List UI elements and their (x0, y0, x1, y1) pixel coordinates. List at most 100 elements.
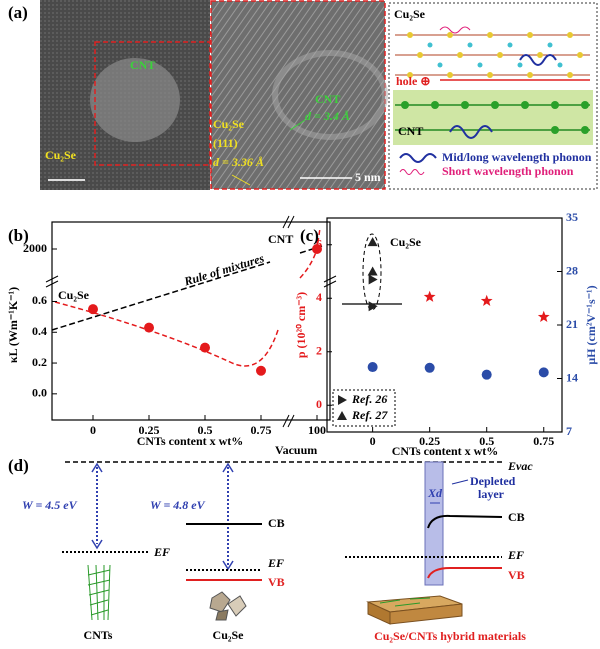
panel-a: (a) CNT Cu₂Se Cu₂Se (111) d = 3.36 Å CNT… (8, 0, 598, 190)
x-tick-label: 0.75 (533, 434, 554, 448)
cu2se-icon (209, 591, 247, 621)
y2-tick-label: 14 (566, 370, 578, 384)
cnt-icon (87, 564, 111, 621)
band-label: VB (508, 568, 525, 582)
cnt-fringe (272, 50, 388, 140)
panel-label: (a) (8, 3, 28, 22)
x-tick-label: 0.25 (139, 423, 160, 437)
triangle-marker (338, 395, 347, 405)
y-tick-label: 2000 (23, 241, 47, 255)
x-tick-label: 100 (308, 423, 326, 437)
arrow-head (91, 462, 103, 550)
lattice-atoms (427, 42, 563, 68)
y2-tick-label: 28 (566, 263, 578, 277)
point (144, 322, 154, 333)
depleted-label: Depleted (470, 474, 516, 488)
reference-ellipse (362, 233, 382, 311)
star-marker (480, 294, 493, 306)
panel-c: (c) CNTs content x wt% p (10²⁰ cm⁻³) μH … (294, 210, 598, 458)
phonon-wave (519, 54, 557, 66)
depleted-label: layer (478, 487, 505, 501)
x-axis-label: CNTs content x wt% (137, 434, 244, 448)
hole-label: hole ⊕ (396, 74, 430, 88)
image-label: CNT (130, 58, 155, 72)
annotation: Cu₂Se (390, 235, 422, 249)
schematic-title: Cu₂Se (394, 7, 426, 21)
y2-axis-label: μH (cm²V⁻¹s⁻¹) (584, 285, 598, 364)
x-tick-label: 0.5 (479, 434, 494, 448)
material-name: CNTs (84, 628, 113, 642)
xd-label: Xd (427, 486, 443, 500)
panel-b: (b) CNTs content x wt% κL (Wm⁻¹K⁻¹) Cu₂S… (6, 215, 337, 448)
band-label: VB (268, 575, 285, 589)
y-tick-label: 0 (316, 397, 322, 411)
y-axis-label: κL (Wm⁻¹K⁻¹) (6, 287, 20, 363)
point (367, 362, 378, 373)
y2-tick-label: 7 (566, 424, 572, 438)
y-tick-label: 0.0 (32, 386, 47, 400)
annotation: CNT (268, 232, 293, 246)
point (312, 244, 322, 254)
x-tick-label: 0.25 (419, 434, 440, 448)
legend-wave (399, 153, 437, 163)
triangle-marker (367, 237, 378, 247)
panel-d: (d) Vacuum Evac W = 4.5 eV EF CNTs W = 4… (8, 443, 533, 643)
phonon-wave (439, 26, 471, 34)
point (88, 304, 98, 315)
fermi-label: EF (267, 556, 284, 570)
rule-of-mixtures-line (51, 261, 271, 331)
legend-text: Short wavelength phonon (442, 164, 574, 178)
y2-tick-label: 35 (566, 210, 578, 224)
work-function: W = 4.8 eV (150, 498, 206, 512)
image-label: Cu₂Se (213, 117, 245, 131)
x-axis-label: CNTs content x wt% (392, 444, 499, 458)
y-tick-label: 4 (316, 290, 322, 304)
lattice-atoms (407, 32, 583, 78)
hrtem-image (210, 0, 386, 190)
annotation: Cu₂Se (58, 288, 90, 302)
cnt-region (90, 58, 180, 142)
panel-label: (b) (8, 226, 29, 245)
star-marker (423, 290, 436, 302)
panel-label: (c) (300, 226, 319, 245)
pointer (451, 479, 469, 485)
point (424, 362, 435, 373)
image-label: CNT (315, 92, 340, 106)
y-tick-label: 2 (316, 344, 322, 358)
image-label: d = 3.36 Å (213, 155, 264, 169)
image-label: d = 3.4 Å (305, 109, 350, 123)
cnt-box (393, 90, 593, 145)
y2-tick-label: 21 (566, 317, 578, 331)
y-tick-label: 0.4 (32, 324, 47, 338)
band-label: CB (268, 516, 285, 530)
evac-label: Evac (507, 459, 533, 473)
scale-label: 5 nm (355, 170, 381, 184)
zoom-box (94, 41, 211, 166)
phonon-wave (449, 125, 493, 139)
y-tick-label: 0.2 (32, 355, 47, 369)
point (481, 369, 492, 380)
fit-curve (54, 301, 279, 367)
triangle-marker (337, 411, 347, 420)
material-name: Cu₂Se/CNTs hybrid materials (374, 629, 526, 643)
valence-band (427, 567, 502, 579)
annotation: Rule of mixtures (182, 251, 266, 289)
image-label: Cu₂Se (45, 148, 77, 162)
plot-frame (51, 221, 331, 421)
point (538, 367, 549, 378)
legend-text: Mid/long wavelength phonon (442, 150, 592, 164)
triangle-marker (367, 266, 378, 276)
x-tick-label: 0.75 (251, 423, 272, 437)
x-tick-label: 0 (370, 434, 376, 448)
material-name: Cu₂Se (213, 628, 245, 642)
hybrid-icon (366, 595, 463, 625)
axis-break (45, 215, 337, 428)
y-tick-label: 6 (316, 237, 322, 251)
fringe-marker (231, 174, 251, 186)
legend-label: Ref. 26 (351, 392, 387, 406)
x-tick-label: 0 (90, 423, 96, 437)
cnt-label: CNT (398, 124, 423, 138)
legend-wave (399, 169, 425, 175)
star-marker (537, 310, 550, 322)
